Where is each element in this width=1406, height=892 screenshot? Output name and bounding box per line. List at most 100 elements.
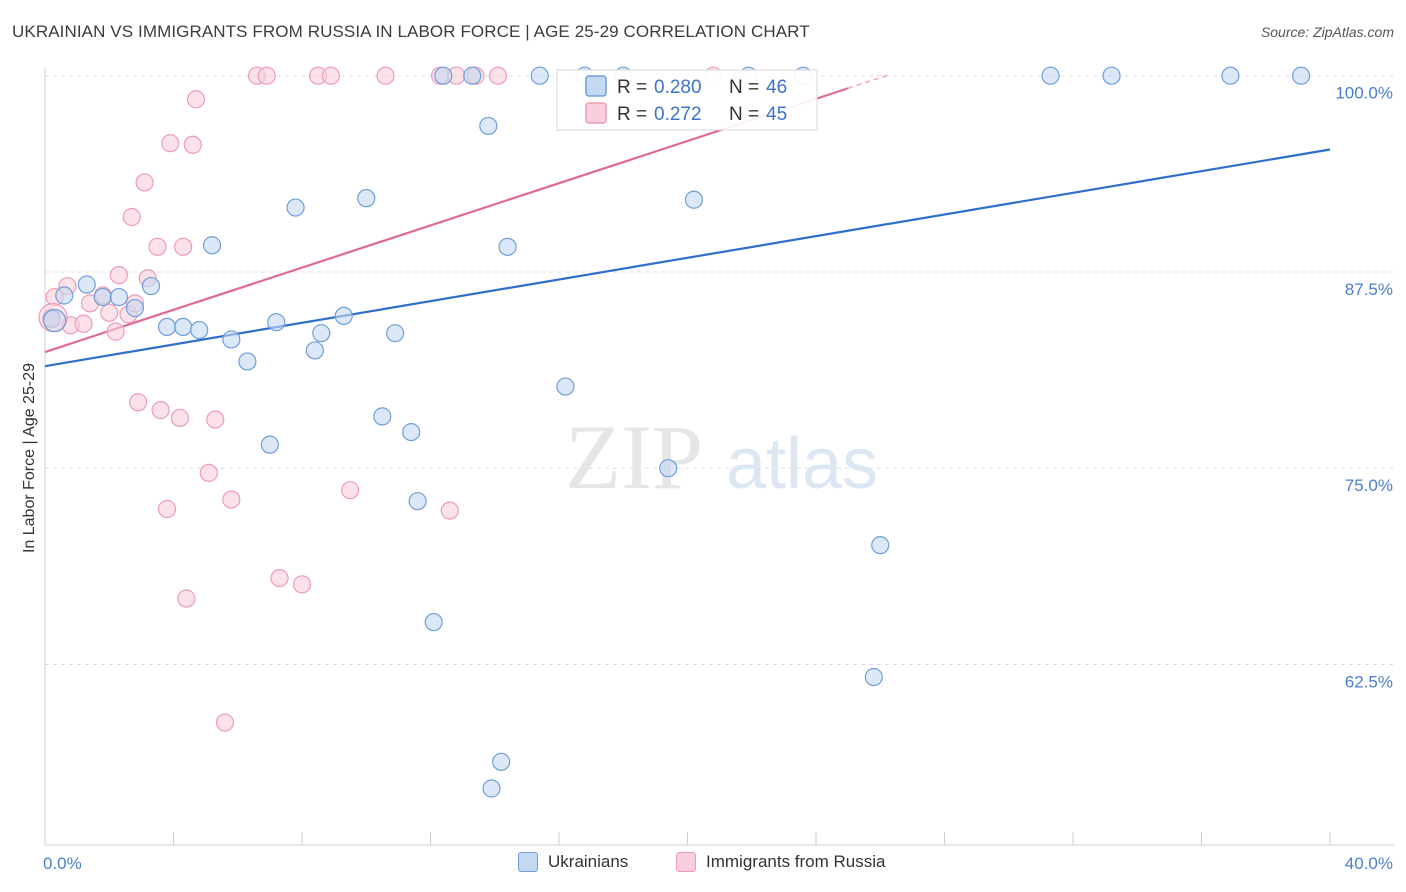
point-ukrainians xyxy=(1102,66,1121,85)
chart-title: UKRAINIAN VS IMMIGRANTS FROM RUSSIA IN L… xyxy=(12,22,810,41)
point-immigrants-russia xyxy=(157,499,177,519)
legend-swatch-blue xyxy=(518,852,538,872)
stats-n-label-immigrants-russia: N = xyxy=(729,104,759,125)
point-ukrainians xyxy=(174,317,193,336)
point-immigrants-russia xyxy=(292,575,312,594)
stats-swatch-immigrants-russia xyxy=(585,102,607,124)
point-ukrainians xyxy=(463,66,482,85)
point-cluster-ukrainians xyxy=(43,309,67,333)
point-ukrainians xyxy=(408,492,427,511)
legend-swatch-pink xyxy=(676,852,696,872)
watermark-zip: ZIP xyxy=(565,406,703,508)
point-immigrants-russia xyxy=(206,410,225,429)
point-immigrants-russia xyxy=(177,589,196,608)
point-ukrainians xyxy=(482,779,501,798)
point-ukrainians xyxy=(77,275,96,294)
y-tick-label: 100.0% xyxy=(1335,84,1393,103)
point-immigrants-russia xyxy=(186,90,206,109)
legend-item-immigrants-russia[interactable]: Immigrants from Russia xyxy=(676,852,885,872)
point-ukrainians xyxy=(498,237,517,256)
point-immigrants-russia xyxy=(74,314,93,333)
trend-line-immigrants-russia xyxy=(44,87,849,354)
point-ukrainians xyxy=(373,407,392,426)
point-immigrants-russia xyxy=(222,490,241,509)
stats-r-value-ukrainians: 0.280 xyxy=(654,77,702,98)
point-immigrants-russia xyxy=(109,265,128,285)
point-ukrainians xyxy=(386,324,405,343)
point-immigrants-russia xyxy=(170,408,190,428)
stats-r-label-immigrants-russia: R = xyxy=(617,104,647,125)
point-ukrainians xyxy=(479,116,498,136)
point-ukrainians xyxy=(1041,66,1060,85)
point-ukrainians xyxy=(238,352,257,371)
point-ukrainians xyxy=(1291,66,1311,85)
point-ukrainians xyxy=(141,276,161,296)
point-ukrainians xyxy=(556,377,575,396)
point-ukrainians xyxy=(222,330,241,349)
stats-n-value-ukrainians: 46 xyxy=(766,77,787,98)
point-ukrainians xyxy=(267,313,286,332)
trend-lines xyxy=(44,73,1331,368)
point-ukrainians xyxy=(334,306,353,326)
point-ukrainians xyxy=(157,317,177,336)
point-ukrainians xyxy=(402,422,421,442)
point-ukrainians xyxy=(260,435,279,454)
point-immigrants-russia xyxy=(100,303,119,322)
tick-labels: 100.0% 87.5% 75.0% 62.5% 0.0% 40.0% xyxy=(43,84,1393,873)
point-immigrants-russia xyxy=(106,322,125,341)
point-immigrants-russia xyxy=(376,66,395,85)
point-immigrants-russia xyxy=(257,66,276,85)
point-ukrainians xyxy=(190,320,209,340)
point-immigrants-russia xyxy=(215,713,234,732)
y-tick-label: 62.5% xyxy=(1345,672,1393,691)
point-immigrants-russia xyxy=(161,134,180,153)
point-immigrants-russia xyxy=(151,401,170,420)
point-ukrainians xyxy=(312,324,331,343)
point-ukrainians xyxy=(357,189,376,208)
watermark: ZIP atlas xyxy=(565,406,878,508)
point-immigrants-russia xyxy=(270,568,289,588)
trend-line-extension xyxy=(847,73,891,89)
stats-swatch-ukrainians xyxy=(585,75,607,97)
point-ukrainians xyxy=(109,287,128,307)
watermark-atlas: atlas xyxy=(726,424,878,504)
point-immigrants-russia xyxy=(488,66,508,85)
point-ukrainians xyxy=(286,198,305,217)
stats-r-label-ukrainians: R = xyxy=(617,77,647,98)
point-ukrainians xyxy=(202,236,222,255)
point-ukrainians xyxy=(530,66,549,85)
point-immigrants-russia xyxy=(129,393,148,412)
point-immigrants-russia xyxy=(440,501,459,520)
point-immigrants-russia xyxy=(183,135,202,154)
point-immigrants-russia xyxy=(199,463,218,483)
point-ukrainians xyxy=(125,298,145,318)
point-immigrants-russia xyxy=(135,173,154,192)
stats-n-value-immigrants-russia: 45 xyxy=(766,104,787,125)
point-immigrants-russia xyxy=(122,207,141,227)
point-immigrants-russia xyxy=(174,237,193,256)
trend-line-ukrainians xyxy=(44,148,1331,368)
legend-item-ukrainians[interactable]: Ukrainians xyxy=(518,852,628,872)
point-ukrainians xyxy=(1221,66,1240,85)
legend-label-immigrants-russia: Immigrants from Russia xyxy=(706,852,886,871)
legend-label-ukrainians: Ukrainians xyxy=(548,852,629,871)
point-ukrainians xyxy=(659,459,678,478)
point-immigrants-russia xyxy=(321,66,341,85)
bottom-legend: Ukrainians Immigrants from Russia xyxy=(0,852,1406,878)
y-tick-label: 87.5% xyxy=(1345,280,1393,299)
stats-legend: R = 0.280 N = 46 R = 0.272 N = 45 xyxy=(556,69,818,131)
y-tick-label: 75.0% xyxy=(1345,476,1393,495)
source-label: Source: ZipAtlas.com xyxy=(1260,24,1394,40)
point-ukrainians xyxy=(864,667,883,687)
point-ukrainians xyxy=(492,752,511,771)
point-ukrainians xyxy=(305,341,324,360)
point-immigrants-russia xyxy=(341,481,360,500)
stats-n-label-ukrainians: N = xyxy=(729,77,759,98)
axes xyxy=(44,68,1395,846)
point-ukrainians xyxy=(871,536,890,555)
point-ukrainians xyxy=(55,286,74,305)
point-ukrainians xyxy=(684,190,704,209)
x-tick-label: 0.0% xyxy=(43,854,82,873)
x-tick-label: 40.0% xyxy=(1345,854,1393,873)
